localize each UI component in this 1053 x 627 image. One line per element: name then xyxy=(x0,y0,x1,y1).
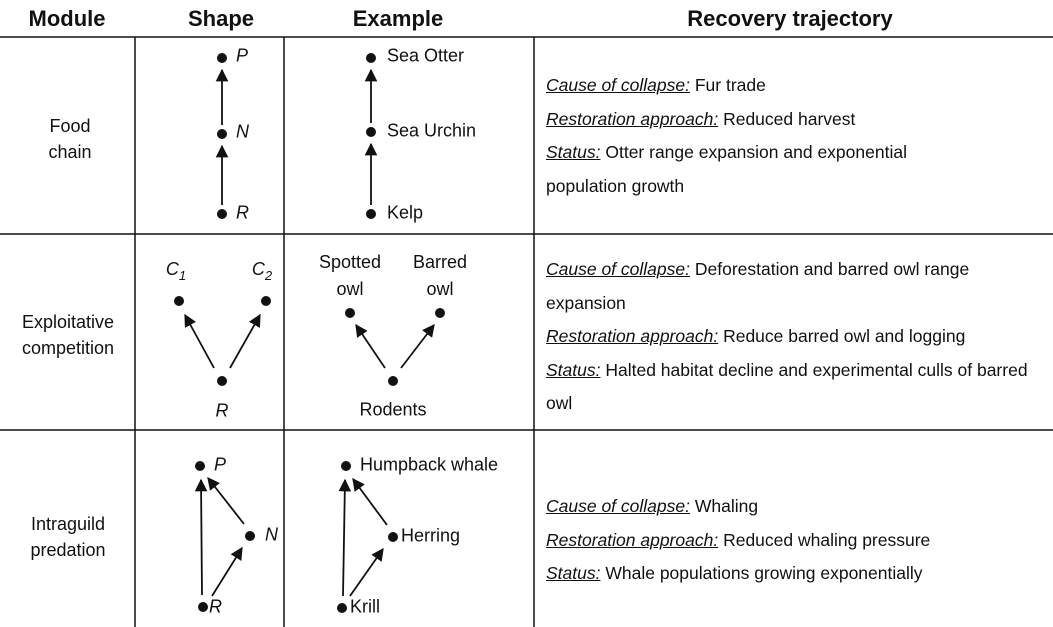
trajectory: Cause of collapse: Whaling Restoration a… xyxy=(546,490,1051,591)
item-label: Status: xyxy=(546,563,601,583)
trajectory-item: Cause of collapse: Whaling xyxy=(546,490,1051,524)
example-label: Herring xyxy=(401,525,461,546)
example-label: Krill xyxy=(350,596,380,617)
node-label: R xyxy=(236,202,249,223)
header: Recovery trajectory xyxy=(687,6,893,31)
trajectory-item: Cause of collapse: Deforestation and bar… xyxy=(546,253,1016,320)
node-label: P xyxy=(236,45,249,66)
example-label: Humpback whale xyxy=(360,454,499,475)
item-label: Cause of collapse: xyxy=(546,75,690,95)
trajectory-item: Restoration approach: Reduced whaling pr… xyxy=(546,524,1051,558)
trajectory-item: Cause of collapse: Fur trade xyxy=(546,69,1051,103)
nodes xyxy=(174,53,445,613)
example-label: Sea Otter xyxy=(387,45,465,66)
item-text: Whale populations growing exponentially xyxy=(605,563,923,583)
item-text: Reduce barred owl and logging xyxy=(723,326,966,346)
item-label: Restoration approach: xyxy=(546,326,719,346)
node-label: C2 xyxy=(252,259,272,283)
trajectory-item: Restoration approach: Reduce barred owl … xyxy=(546,320,1051,354)
example-label: Sea Urchin xyxy=(387,120,477,141)
module: Food chain xyxy=(48,116,92,162)
node-label-main: C xyxy=(165,259,179,280)
node-label: N xyxy=(265,524,278,545)
item-text: Whaling xyxy=(694,496,759,516)
item-text: Halted habitat decline and experimental … xyxy=(546,359,1028,414)
item-text: Fur trade xyxy=(694,75,766,95)
item-text: Reduced harvest xyxy=(723,108,856,129)
node-label: R xyxy=(209,596,222,617)
item-label: Restoration approach: xyxy=(546,108,719,129)
arrows xyxy=(184,68,435,597)
item-label: Status: xyxy=(546,142,601,162)
node-label: R xyxy=(215,400,229,421)
node-label: N xyxy=(236,121,249,142)
node-label-sub: 2 xyxy=(264,267,273,283)
header: Example xyxy=(352,6,444,31)
trajectory-item: Status: Otter range expansion and expone… xyxy=(546,136,986,203)
trajectory-item: Status: Halted habitat decline and exper… xyxy=(546,354,1051,421)
item-text: Otter range expansion and exponential po… xyxy=(546,142,907,196)
example-label: Barred owl xyxy=(412,252,468,299)
example-label: Rodents xyxy=(359,399,427,420)
node-label-main: C xyxy=(251,259,265,280)
trajectory: Cause of collapse: Fur trade Restoration… xyxy=(546,69,1051,203)
item-text: Reduced whaling pressure xyxy=(723,529,931,550)
trajectory-item: Status: Whale populations growing expone… xyxy=(546,557,1051,591)
item-label: Cause of collapse: xyxy=(546,259,690,279)
example-label: Spotted owl xyxy=(318,252,382,299)
item-label: Cause of collapse: xyxy=(546,496,690,516)
node-label-sub: 1 xyxy=(178,267,187,283)
item-label: Status: xyxy=(546,359,601,380)
trajectory: Cause of collapse: Deforestation and bar… xyxy=(546,253,1051,421)
item-text: Deforestation and barred owl range expan… xyxy=(546,259,970,313)
header: Shape xyxy=(187,6,255,31)
item-label: Restoration approach: xyxy=(546,529,719,550)
header: Module xyxy=(28,6,106,31)
example-label: Kelp xyxy=(387,202,424,223)
trajectory-item: Restoration approach: Reduced harvest xyxy=(546,103,1051,137)
module: Intraguild predation xyxy=(30,514,106,560)
node-label: P xyxy=(214,454,227,475)
module: Exploitative competition xyxy=(21,312,115,358)
node-label: C1 xyxy=(166,259,186,283)
grid-lines xyxy=(0,36,1053,627)
